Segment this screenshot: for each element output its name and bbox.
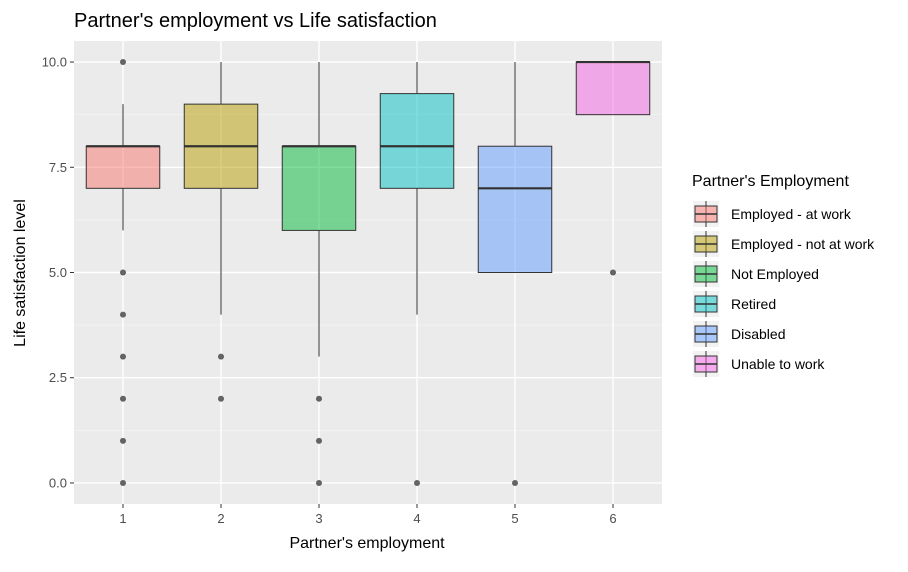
box-body [379, 93, 455, 189]
legend-label: Employed - not at work [731, 236, 875, 252]
x-tick-label: 1 [119, 511, 126, 526]
outlier-point [120, 353, 126, 360]
legend-item: Employed - at work [693, 201, 852, 227]
legend-label: Unable to work [731, 356, 825, 372]
legend-title: Partner's Employment [692, 173, 849, 190]
x-tick-label: 3 [315, 511, 322, 526]
legend-item: Unable to work [693, 351, 825, 377]
legend-item: Disabled [693, 321, 785, 347]
x-axis-ticks: 1 2 3 4 5 6 [119, 504, 617, 526]
legend-label: Disabled [731, 326, 785, 342]
outlier-point [316, 479, 322, 486]
outlier-point [120, 437, 126, 444]
outlier-point [218, 353, 224, 360]
outlier-point [120, 59, 126, 66]
y-axis-title: Life satisfaction level [12, 199, 29, 347]
outlier-point [120, 479, 126, 486]
y-tick-label: 7.5 [49, 160, 67, 175]
box-body [85, 145, 161, 189]
x-axis-title: Partner's employment [289, 535, 445, 552]
outlier-point [120, 395, 126, 402]
y-tick-label: 0.0 [49, 475, 67, 490]
y-tick-label: 2.5 [49, 370, 67, 385]
outlier-point [610, 269, 616, 276]
box-5 [477, 62, 553, 486]
legend: Partner's Employment Employed - at workE… [692, 173, 875, 377]
x-tick-label: 6 [609, 511, 616, 526]
x-tick-label: 4 [413, 511, 420, 526]
outlier-point [120, 311, 126, 318]
legend-label: Not Employed [731, 266, 819, 282]
box-6 [575, 60, 651, 276]
x-tick-label: 2 [217, 511, 224, 526]
minor-gridlines [74, 114, 662, 431]
outlier-point [120, 269, 126, 276]
box-3 [281, 62, 357, 486]
box-4 [379, 62, 455, 486]
box-body [477, 145, 553, 274]
legend-items: Employed - at work Employed - not at work… [693, 201, 875, 377]
legend-item: Employed - not at work [693, 231, 875, 257]
legend-label: Retired [731, 296, 776, 312]
box-body [281, 145, 357, 231]
chart-title: Partner's employment vs Life satisfactio… [74, 10, 437, 32]
outlier-point [512, 479, 518, 486]
y-tick-label: 10.0 [42, 55, 67, 70]
outlier-point [414, 479, 420, 486]
y-tick-label: 5.0 [49, 265, 67, 280]
x-tick-label: 5 [511, 511, 518, 526]
outlier-point [316, 437, 322, 444]
boxes [85, 59, 651, 486]
outlier-point [218, 395, 224, 402]
legend-label: Employed - at work [731, 206, 852, 222]
box-1 [85, 59, 161, 486]
box-body [575, 61, 651, 116]
legend-item: Retired [693, 291, 776, 317]
box-2 [183, 62, 259, 402]
outlier-point [316, 395, 322, 402]
legend-item: Not Employed [693, 261, 819, 287]
y-axis-ticks: 0.0 2.5 5.0 7.5 10.0 [42, 55, 74, 490]
